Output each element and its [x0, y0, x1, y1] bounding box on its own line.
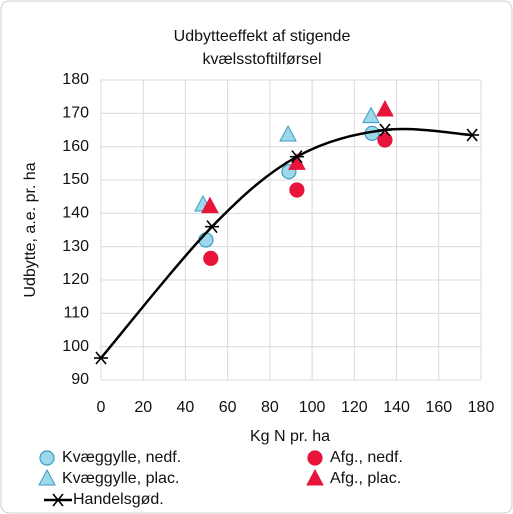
- y-tick-label: 100: [62, 338, 89, 355]
- data-point: [289, 182, 305, 198]
- data-point: [377, 132, 393, 148]
- legend-label: Afg., nedf.: [330, 449, 403, 466]
- legend-label: Kvæggylle, plac.: [62, 470, 179, 487]
- legend-marker: [307, 450, 323, 466]
- y-tick-label: 130: [62, 238, 89, 255]
- legend-marker: [39, 450, 55, 466]
- data-point: [203, 250, 219, 266]
- x-tick-label: 100: [299, 399, 326, 416]
- legend-marker: [306, 468, 324, 486]
- data-point: [377, 123, 392, 137]
- x-tick-label: 140: [383, 399, 410, 416]
- data-point: [289, 150, 304, 164]
- legend-label: Handelsgød.: [73, 491, 164, 508]
- data-point: [465, 128, 480, 142]
- x-tick-label: 0: [97, 399, 106, 416]
- data-point: [205, 220, 220, 234]
- y-tick-label: 160: [62, 138, 89, 155]
- y-tick-label: 120: [62, 271, 89, 288]
- y-tick-label: 140: [62, 205, 89, 222]
- star-stroke: [95, 351, 107, 365]
- x-tick-label: 60: [219, 399, 237, 416]
- legend-label: Afg., plac.: [330, 470, 401, 487]
- x-tick-label: 120: [341, 399, 368, 416]
- series-line: [100, 127, 473, 359]
- y-tick-label: 180: [62, 71, 89, 88]
- data-point: [279, 124, 297, 142]
- x-tick-label: 180: [468, 399, 495, 416]
- x-tick-label: 160: [425, 399, 452, 416]
- legend-marker: [51, 493, 65, 507]
- star-stroke: [206, 220, 218, 234]
- y-tick-label: 110: [63, 305, 89, 322]
- y-tick-label: 150: [62, 171, 89, 188]
- chart-title: Udbytteeffekt af stigende: [174, 28, 351, 45]
- y-axis-label: Udbytte, a.e. pr. ha: [22, 162, 39, 297]
- data-point: [201, 196, 219, 214]
- star-stroke: [291, 150, 303, 164]
- star-stroke: [466, 128, 478, 142]
- data-point: [94, 351, 108, 365]
- data-point: [376, 99, 394, 117]
- chart-title: kvælsstoftilførsel: [202, 51, 321, 68]
- y-tick-label: 170: [62, 105, 89, 122]
- x-tick-label: 40: [177, 399, 195, 416]
- legend-label: Kvæggylle, nedf.: [62, 449, 181, 466]
- data-point: [362, 106, 380, 124]
- x-tick-label: 80: [261, 399, 279, 416]
- star-stroke: [52, 493, 64, 507]
- star-stroke: [379, 123, 391, 137]
- x-axis-label: Kg N pr. ha: [250, 428, 330, 445]
- x-tick-label: 20: [134, 399, 152, 416]
- legend-marker: [38, 468, 56, 486]
- y-tick-label: 90: [71, 371, 89, 388]
